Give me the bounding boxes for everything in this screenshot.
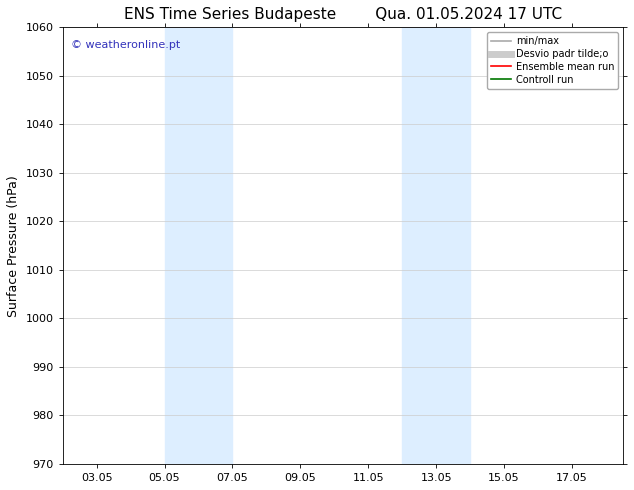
Bar	[402, 27, 470, 464]
Bar	[164, 27, 233, 464]
Text: © weatheronline.pt: © weatheronline.pt	[71, 40, 180, 50]
Legend: min/max, Desvio padr tilde;o, Ensemble mean run, Controll run: min/max, Desvio padr tilde;o, Ensemble m…	[488, 32, 618, 89]
Y-axis label: Surface Pressure (hPa): Surface Pressure (hPa)	[7, 175, 20, 317]
Title: ENS Time Series Budapeste        Qua. 01.05.2024 17 UTC: ENS Time Series Budapeste Qua. 01.05.202…	[124, 7, 562, 22]
